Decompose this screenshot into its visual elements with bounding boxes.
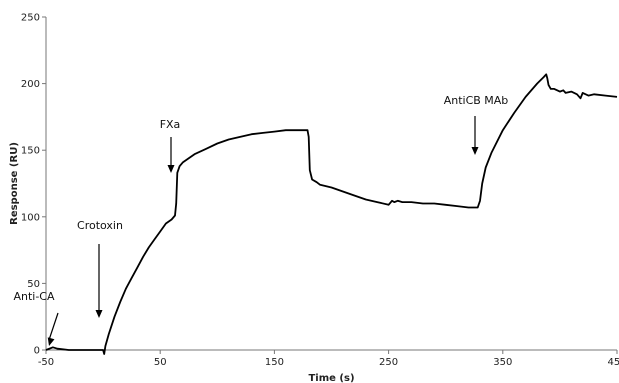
x-axis-label: Time (s) [308,373,354,383]
y-tick-label: 150 [21,146,40,157]
y-tick-label: 200 [21,79,40,90]
annotation: Crotoxin [77,219,123,318]
series-layer [45,73,618,355]
annotation-arrow-shaft [48,312,59,341]
series-line [45,73,618,355]
annotation: Anti-CA [13,290,59,346]
annotation-label: AntiCB MAb [444,94,509,107]
annotation: FXa [160,118,181,173]
x-tick-label: 450 [607,357,619,368]
annotation: AntiCB MAb [444,94,509,155]
y-tick-label: 250 [21,13,40,24]
annotation-arrow-head [471,147,479,155]
annotation-label: Crotoxin [77,219,123,232]
x-tick-label: 250 [379,357,398,368]
y-axis-label: Response (RU) [9,142,20,225]
y-axis-ticks: 0 50 100 150 200 250 [21,13,46,357]
x-tick-label: 350 [493,357,512,368]
y-tick-label: 0 [34,346,40,357]
annotation-label: FXa [160,118,181,131]
annotation-arrow-head [47,337,55,346]
x-tick-label: 50 [154,357,167,368]
axes: -50 50 150 250 350 450 0 50 100 150 200 250 Time (… [9,13,619,383]
x-axis-ticks: -50 50 150 250 350 450 [38,350,619,368]
x-tick-label: 150 [265,357,284,368]
x-tick-label: -50 [38,357,54,368]
annotation-arrow-head [95,310,103,318]
annotation-label: Anti-CA [13,290,55,303]
annotation-layer: Anti-CA Crotoxin FXa AntiCB MAb [13,94,508,346]
y-tick-label: 100 [21,212,40,223]
annotation-arrow-head [167,165,175,173]
y-tick-label: 50 [27,279,40,290]
